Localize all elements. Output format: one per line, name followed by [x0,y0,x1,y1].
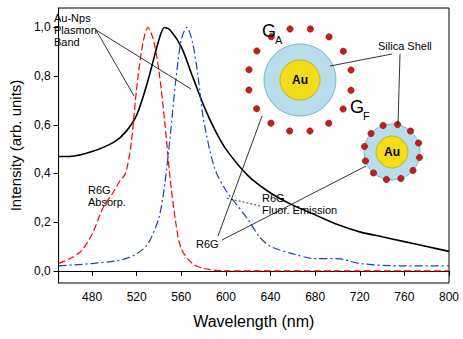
svg-text:560: 560 [171,290,191,304]
svg-text:G: G [350,97,364,117]
svg-text:0,6: 0,6 [34,118,51,132]
svg-text:A: A [275,34,283,46]
svg-text:600: 600 [216,290,236,304]
svg-text:Plasmon: Plasmon [54,24,97,36]
svg-text:520: 520 [127,290,147,304]
svg-text:0,0: 0,0 [34,264,51,278]
svg-text:0,8: 0,8 [34,69,51,83]
svg-text:760: 760 [394,290,414,304]
svg-text:G: G [262,21,276,41]
svg-text:0,4: 0,4 [34,166,51,180]
svg-text:680: 680 [305,290,325,304]
svg-text:Absorp.: Absorp. [88,196,126,208]
svg-text:Au-Nps: Au-Nps [54,12,91,24]
svg-text:Intensity (arb. units): Intensity (arb. units) [7,80,24,212]
svg-text:R6G: R6G [262,192,285,204]
svg-text:F: F [363,110,370,122]
svg-text:Silica Shell: Silica Shell [378,40,432,52]
svg-text:Au: Au [384,145,400,159]
svg-text:Band: Band [54,36,80,48]
svg-text:R6G: R6G [88,184,111,196]
svg-text:480: 480 [82,290,102,304]
svg-text:Wavelength (nm): Wavelength (nm) [193,313,314,330]
svg-text:640: 640 [261,290,281,304]
svg-text:800: 800 [439,290,459,304]
svg-text:Fluor. Emission: Fluor. Emission [262,204,337,216]
svg-text:720: 720 [350,290,370,304]
svg-text:0,2: 0,2 [34,215,51,229]
svg-text:R6G: R6G [196,238,219,250]
svg-text:Au: Au [292,73,308,87]
svg-text:1,0: 1,0 [34,20,51,34]
